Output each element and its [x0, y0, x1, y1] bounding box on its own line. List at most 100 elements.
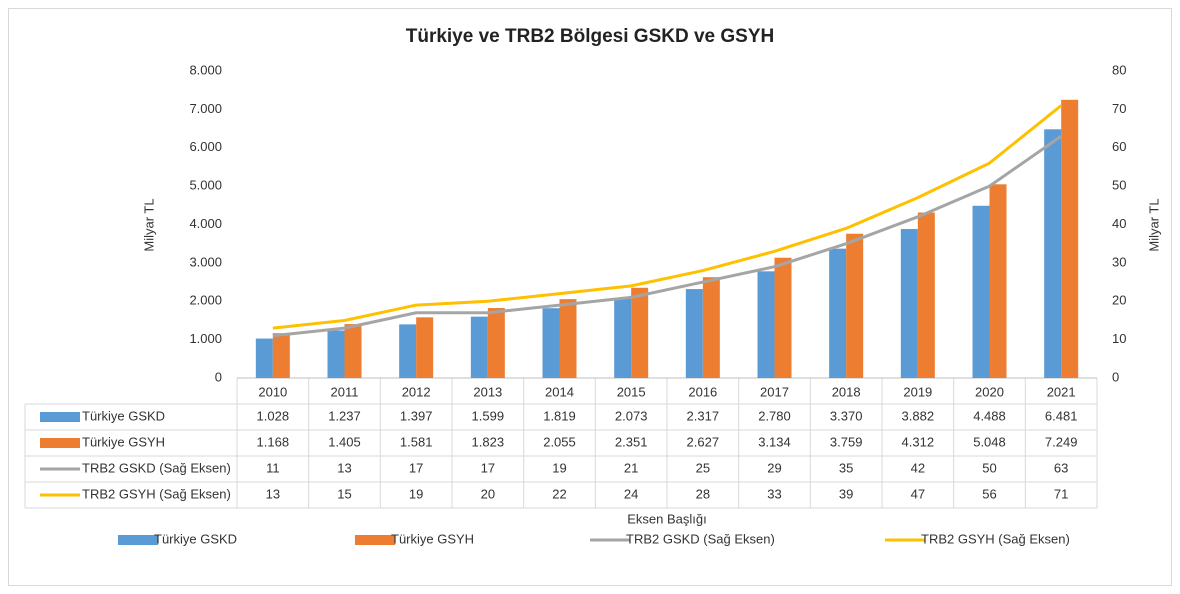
bar: [702, 277, 720, 378]
bar: [846, 233, 864, 378]
bar: [399, 324, 417, 378]
bar: [542, 308, 560, 378]
bar: [614, 298, 632, 378]
x-tick-label: 2015: [617, 384, 646, 399]
table-value: 42: [911, 460, 925, 475]
bar: [344, 324, 362, 378]
table-value: 1.599: [472, 408, 505, 423]
x-tick-label: 2013: [473, 384, 502, 399]
bar: [327, 330, 345, 378]
table-value: 3.370: [830, 408, 863, 423]
y-tick-label: 2.000: [189, 293, 222, 308]
x-tick-label: 2016: [688, 384, 717, 399]
table-value: 13: [266, 486, 280, 501]
y2-tick-label: 20: [1112, 293, 1126, 308]
table-value: 17: [409, 460, 423, 475]
table-value: 2.317: [687, 408, 720, 423]
table-value: 22: [552, 486, 566, 501]
table-value: 15: [337, 486, 351, 501]
table-value: 11: [266, 460, 280, 475]
y-tick-label: 6.000: [189, 139, 222, 154]
bar: [1061, 99, 1079, 378]
chart-title: Türkiye ve TRB2 Bölgesi GSKD ve GSYH: [406, 26, 775, 47]
x-tick-label: 2018: [832, 384, 861, 399]
table-series-name: TRB2 GSKD (Sağ Eksen): [82, 460, 231, 475]
bar: [972, 205, 990, 378]
y-tick-label: 0: [215, 369, 222, 384]
x-tick-label: 2020: [975, 384, 1004, 399]
table-value: 21: [624, 460, 638, 475]
table-value: 6.481: [1045, 408, 1078, 423]
y2-tick-label: 40: [1112, 216, 1126, 231]
table-value: 71: [1054, 486, 1068, 501]
bar: [255, 338, 273, 378]
y2-tick-label: 30: [1112, 254, 1126, 269]
table-value: 3.759: [830, 434, 863, 449]
legend-key: [355, 535, 395, 545]
table-value: 50: [982, 460, 996, 475]
table-value: 2.055: [543, 434, 576, 449]
bar: [829, 248, 847, 378]
table-value: 3.134: [758, 434, 791, 449]
table-value: 2.351: [615, 434, 648, 449]
legend-label: Türkiye GSKD: [154, 531, 237, 546]
y-tick-label: 8.000: [189, 62, 222, 77]
bar: [917, 212, 935, 378]
line: [272, 135, 1063, 338]
table-value: 29: [767, 460, 781, 475]
bar: [631, 287, 649, 378]
table-value: 2.627: [687, 434, 720, 449]
table-value: 47: [911, 486, 925, 501]
y-axis-title: Milyar TL: [141, 198, 156, 251]
table-value: 7.249: [1045, 434, 1078, 449]
legend-label: TRB2 GSYH (Sağ Eksen): [921, 531, 1070, 546]
table-value: 1.581: [400, 434, 433, 449]
table-value: 1.028: [257, 408, 290, 423]
x-axis-title: Eksen Başlığı: [627, 511, 707, 526]
x-tick-label: 2019: [903, 384, 932, 399]
table-value: 13: [337, 460, 351, 475]
legend-key: [118, 535, 158, 545]
table-value: 4.312: [902, 434, 935, 449]
table-value: 19: [409, 486, 423, 501]
y-tick-label: 4.000: [189, 216, 222, 231]
table-value: 1.405: [328, 434, 361, 449]
table-series-name: Türkiye GSKD: [82, 408, 165, 423]
table-value: 63: [1054, 460, 1068, 475]
bar: [470, 316, 488, 378]
bar: [900, 229, 918, 378]
y2-tick-label: 80: [1112, 62, 1126, 77]
table-value: 39: [839, 486, 853, 501]
bar: [416, 317, 434, 378]
x-tick-label: 2021: [1047, 384, 1076, 399]
legend-label: Türkiye GSYH: [391, 531, 474, 546]
table-value: 2.073: [615, 408, 648, 423]
table-value: 3.882: [902, 408, 935, 423]
y2-tick-label: 0: [1112, 369, 1119, 384]
y2-axis-title: Milyar TL: [1146, 198, 1161, 251]
x-tick-label: 2011: [331, 384, 359, 399]
y2-tick-label: 10: [1112, 331, 1126, 346]
bar: [774, 257, 792, 378]
table-value: 1.823: [472, 434, 505, 449]
line: [272, 104, 1063, 330]
bar: [757, 271, 775, 378]
table-value: 1.237: [328, 408, 361, 423]
x-tick-label: 2012: [402, 384, 431, 399]
table-value: 35: [839, 460, 853, 475]
bar: [989, 184, 1007, 378]
x-tick-label: 2010: [258, 384, 287, 399]
table-value: 25: [696, 460, 710, 475]
table-series-name: TRB2 GSYH (Sağ Eksen): [82, 486, 231, 501]
y-tick-label: 3.000: [189, 254, 222, 269]
table-value: 5.048: [973, 434, 1006, 449]
y2-tick-label: 70: [1112, 101, 1126, 116]
bar: [559, 299, 577, 378]
table-value: 56: [982, 486, 996, 501]
bar: [272, 333, 290, 378]
x-tick-label: 2017: [760, 384, 789, 399]
table-value: 24: [624, 486, 638, 501]
table-value: 2.780: [758, 408, 791, 423]
table-series-name: Türkiye GSYH: [82, 434, 165, 449]
